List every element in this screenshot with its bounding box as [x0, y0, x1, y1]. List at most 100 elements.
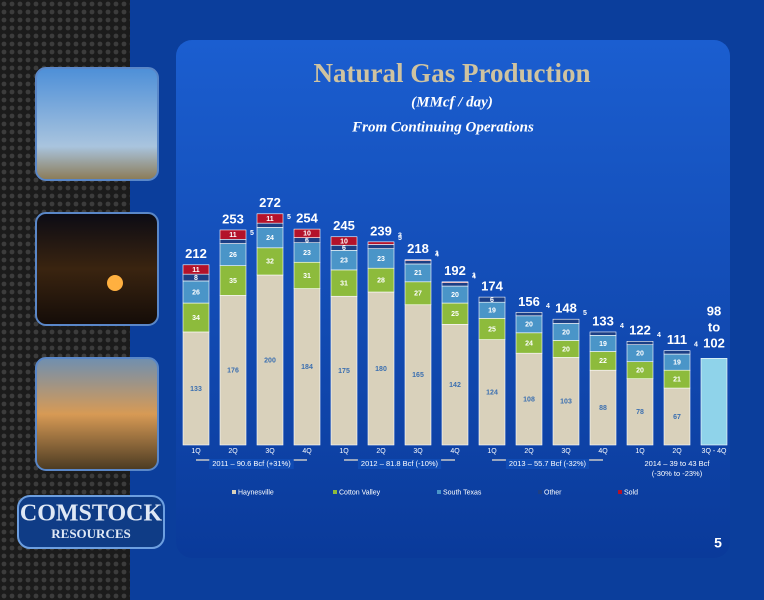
group-label: 2013 – 55.7 Bcf (-32%): [509, 459, 587, 468]
group-label: 2011 – 90.6 Bcf (+31%): [212, 459, 291, 468]
bar-segment: [219, 239, 247, 244]
total-label: 133: [592, 313, 614, 328]
data-label: 22: [599, 358, 607, 365]
total-label: 239: [370, 223, 392, 238]
bar-segment: [478, 339, 506, 446]
data-label: 28: [377, 277, 385, 284]
data-label: 184: [301, 364, 313, 371]
total-label: 122: [629, 323, 651, 338]
data-label: 21: [414, 270, 422, 277]
legend-label: Sold: [624, 489, 638, 496]
page-number: 5: [714, 535, 722, 551]
data-label: 3: [398, 233, 402, 240]
data-label: 26: [229, 252, 237, 259]
total-label: 174: [481, 279, 503, 294]
bar-segment: [182, 264, 210, 275]
x-tick-label: 4Q: [302, 448, 312, 455]
data-label: 23: [340, 257, 348, 264]
data-label: 35: [229, 278, 237, 285]
data-label: 19: [673, 359, 681, 366]
data-label: 5: [398, 235, 402, 242]
x-tick-label: 3Q - 4Q: [702, 448, 727, 455]
total-label: 218: [407, 241, 429, 256]
photo-pumpjacks: [35, 357, 159, 471]
data-label: 25: [451, 311, 459, 318]
data-label: 142: [449, 382, 461, 389]
total-label: 212: [185, 246, 207, 261]
x-tick-label: 3Q: [561, 448, 571, 455]
bar-segment: [589, 331, 617, 336]
guidance-label: 98: [707, 304, 721, 319]
group-label-bg: [505, 459, 590, 469]
data-label: 6: [342, 245, 346, 252]
guidance-label: to: [708, 320, 720, 335]
data-label: 32: [266, 259, 274, 266]
bar-segment: [293, 228, 321, 238]
data-label: 5: [583, 310, 587, 317]
data-label: 20: [636, 351, 644, 358]
data-label: 4: [435, 251, 439, 258]
data-label: 20: [451, 292, 459, 299]
group-label-bg: [357, 459, 442, 469]
data-label: 200: [264, 357, 276, 364]
bar-segment: [441, 323, 469, 446]
data-label: 31: [303, 273, 311, 280]
data-label: 4: [546, 303, 550, 310]
data-label: 24: [266, 235, 274, 242]
chart-subtitle: (MMcf / day): [411, 94, 493, 110]
data-label: 19: [488, 308, 496, 315]
data-label: 165: [412, 372, 424, 379]
bar-segment: [589, 369, 617, 446]
bar-segment: [552, 318, 580, 324]
bar-segment: [256, 247, 284, 276]
bar-segment: [219, 295, 247, 446]
bar-segment: [441, 281, 469, 283]
legend-label: Cotton Valley: [339, 489, 381, 496]
data-label: 5: [250, 230, 254, 237]
bar-segment: [293, 261, 321, 289]
data-label: 20: [562, 329, 570, 336]
data-label: 10: [303, 231, 311, 238]
data-label: 25: [488, 326, 496, 333]
data-label: 24: [525, 340, 533, 347]
data-label: 27: [414, 291, 422, 298]
logo: [17, 495, 165, 549]
total-label: 253: [222, 211, 244, 226]
bar-segment: [663, 387, 691, 446]
bar-segment: [330, 269, 358, 297]
x-tick-label: 2Q: [376, 448, 386, 455]
bar-segment: [404, 259, 432, 261]
bar-segment: [663, 350, 691, 355]
legend-swatch: [618, 490, 622, 494]
data-label: 11: [229, 232, 237, 239]
bar-segment: [256, 274, 284, 446]
x-tick-label: 1Q: [191, 448, 201, 455]
bar-segment: [626, 340, 654, 345]
logo-text: COMSTOCK: [20, 501, 163, 527]
bar-segment: [367, 241, 395, 245]
bar-segment: [626, 378, 654, 446]
bar-segment: [367, 244, 395, 249]
x-tick-label: 2Q: [672, 448, 682, 455]
x-tick-label: 3Q: [413, 448, 423, 455]
data-label: 20: [562, 346, 570, 353]
x-tick-label: 1Q: [635, 448, 645, 455]
photo-rig: [35, 67, 159, 181]
guidance-bar: [700, 357, 728, 446]
data-label: 11: [266, 216, 274, 223]
data-label: 23: [303, 250, 311, 257]
data-label: 180: [375, 366, 387, 373]
bar-segment: [256, 213, 284, 224]
flare: [107, 275, 123, 291]
photo-flare: [35, 212, 159, 326]
data-label: 4: [694, 341, 698, 348]
chart-title: Natural Gas Production: [313, 58, 590, 88]
legend-label: Haynesville: [238, 489, 274, 496]
total-label: 192: [444, 263, 466, 278]
data-label: 4: [472, 273, 476, 280]
data-label: 8: [194, 275, 198, 282]
data-label: 175: [338, 368, 350, 375]
data-label: 31: [340, 280, 348, 287]
bar-segment: [182, 331, 210, 446]
